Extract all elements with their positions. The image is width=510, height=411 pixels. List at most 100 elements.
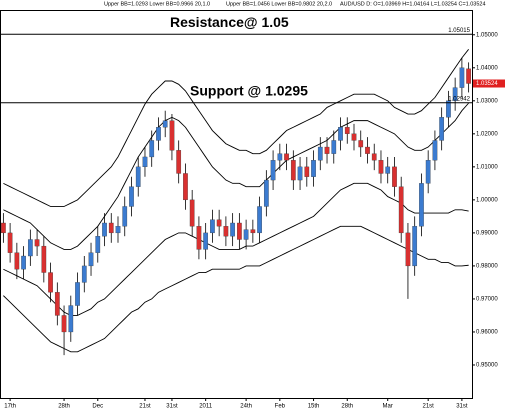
bollinger-band — [3, 49, 469, 207]
y-tick-label: 1.02000 — [476, 131, 498, 137]
candle-body — [452, 87, 458, 101]
candle-body — [81, 265, 87, 283]
candle-body — [135, 166, 141, 187]
candle-body — [432, 140, 438, 161]
x-tick-label: 31st — [456, 404, 468, 410]
candle-body — [439, 117, 445, 141]
header-text: Upper BB=1.0293 Lower BB=0.9966 20,1.0 — [104, 1, 210, 7]
candle-body — [237, 222, 242, 240]
y-tick-label: 1.00000 — [476, 197, 498, 203]
y-tick-label: 1.01000 — [476, 164, 498, 170]
last-price-label: 1.03524 — [476, 81, 498, 87]
candle-body — [392, 166, 397, 187]
candle-body — [385, 166, 391, 174]
candle-body — [290, 160, 296, 181]
x-tick-label: 15th — [308, 404, 320, 410]
plot-frame — [0, 10, 473, 399]
candle-body — [371, 153, 377, 161]
candle-body — [230, 222, 235, 237]
candle-body — [88, 252, 94, 267]
annotation: Resistance@ 1.05 — [170, 14, 289, 30]
candle-body — [14, 252, 20, 270]
level-label: 1.02942 — [448, 96, 470, 102]
candle-body — [196, 226, 202, 250]
candle-body — [162, 120, 168, 128]
header-text: AUD/USD D: O=1.03969 H=1.04164 L=1.03254… — [340, 1, 486, 7]
candle-body — [365, 146, 370, 154]
candle-body — [115, 226, 121, 234]
header-text: Upper BB=1.0456 Lower BB=0.9802 20,2.0 — [226, 1, 332, 7]
candle-body — [176, 150, 182, 174]
candle-body — [311, 160, 316, 177]
bollinger-band — [3, 182, 469, 316]
candle-body — [21, 255, 26, 270]
candle-body — [1, 222, 6, 234]
y-tick-label: 0.98000 — [476, 263, 498, 269]
candle-body — [263, 179, 269, 207]
y-tick-label: 0.97000 — [476, 297, 498, 303]
candle-body — [419, 183, 424, 227]
candle-body — [270, 160, 276, 181]
x-tick-label: Dec — [92, 404, 103, 410]
candle-body — [75, 282, 80, 306]
x-tick-label: 21st — [139, 404, 151, 410]
candle-body — [243, 229, 249, 240]
candle-body — [129, 186, 134, 207]
candle-body — [68, 305, 74, 333]
level-label: 1.05015 — [448, 28, 470, 34]
candle-body — [284, 153, 289, 161]
candle-body — [122, 206, 128, 227]
candle-body — [48, 272, 53, 293]
candle-body — [344, 127, 350, 134]
candle-body — [257, 206, 262, 234]
candle-body — [142, 156, 148, 168]
candle-body — [446, 100, 451, 118]
candle-body — [203, 232, 209, 250]
y-tick-label: 1.03000 — [476, 98, 498, 104]
candle-body — [317, 146, 323, 161]
annotation: Support @ 1.0295 — [190, 82, 308, 98]
x-tick-label: 28th — [58, 404, 70, 410]
y-tick-label: 0.95000 — [476, 363, 498, 369]
candle-body — [405, 232, 411, 267]
bollinger-band — [3, 102, 469, 250]
candle-body — [149, 140, 155, 158]
x-tick-label: 21st — [422, 404, 434, 410]
candle-body — [378, 160, 384, 174]
x-tick-label: Mar — [383, 404, 393, 410]
candle-body — [324, 146, 330, 154]
candle-body — [54, 292, 60, 316]
x-tick-label: 28th — [341, 404, 353, 410]
x-tick-label: 24th — [240, 404, 252, 410]
y-tick-label: 0.96000 — [476, 330, 498, 336]
candle-body — [351, 133, 357, 141]
candle-body — [398, 186, 404, 234]
candle-body — [412, 226, 418, 267]
x-tick-label: 31st — [166, 404, 178, 410]
candle-body — [27, 239, 33, 257]
bollinger-band — [3, 225, 469, 353]
candle-body — [210, 219, 215, 234]
candle-body — [95, 236, 101, 253]
candle-body — [108, 222, 114, 234]
candle-body — [297, 166, 303, 181]
candle-body — [41, 245, 47, 273]
candle-body — [425, 160, 431, 184]
y-tick-label: 1.05000 — [476, 32, 498, 38]
candle-body — [358, 140, 364, 148]
candle-body — [338, 127, 343, 141]
candle-body — [304, 166, 310, 177]
candle-body — [7, 232, 13, 253]
candle-body — [459, 67, 465, 88]
candle-body — [102, 222, 107, 237]
x-tick-label: 17th — [4, 404, 16, 410]
last-price-box — [473, 79, 505, 88]
y-tick-label: 0.99000 — [476, 230, 498, 236]
candle-body — [223, 226, 229, 237]
candle-body — [156, 127, 161, 141]
x-tick-label: Feb — [275, 404, 286, 410]
candle-body — [61, 315, 67, 333]
candle-body — [331, 140, 337, 154]
